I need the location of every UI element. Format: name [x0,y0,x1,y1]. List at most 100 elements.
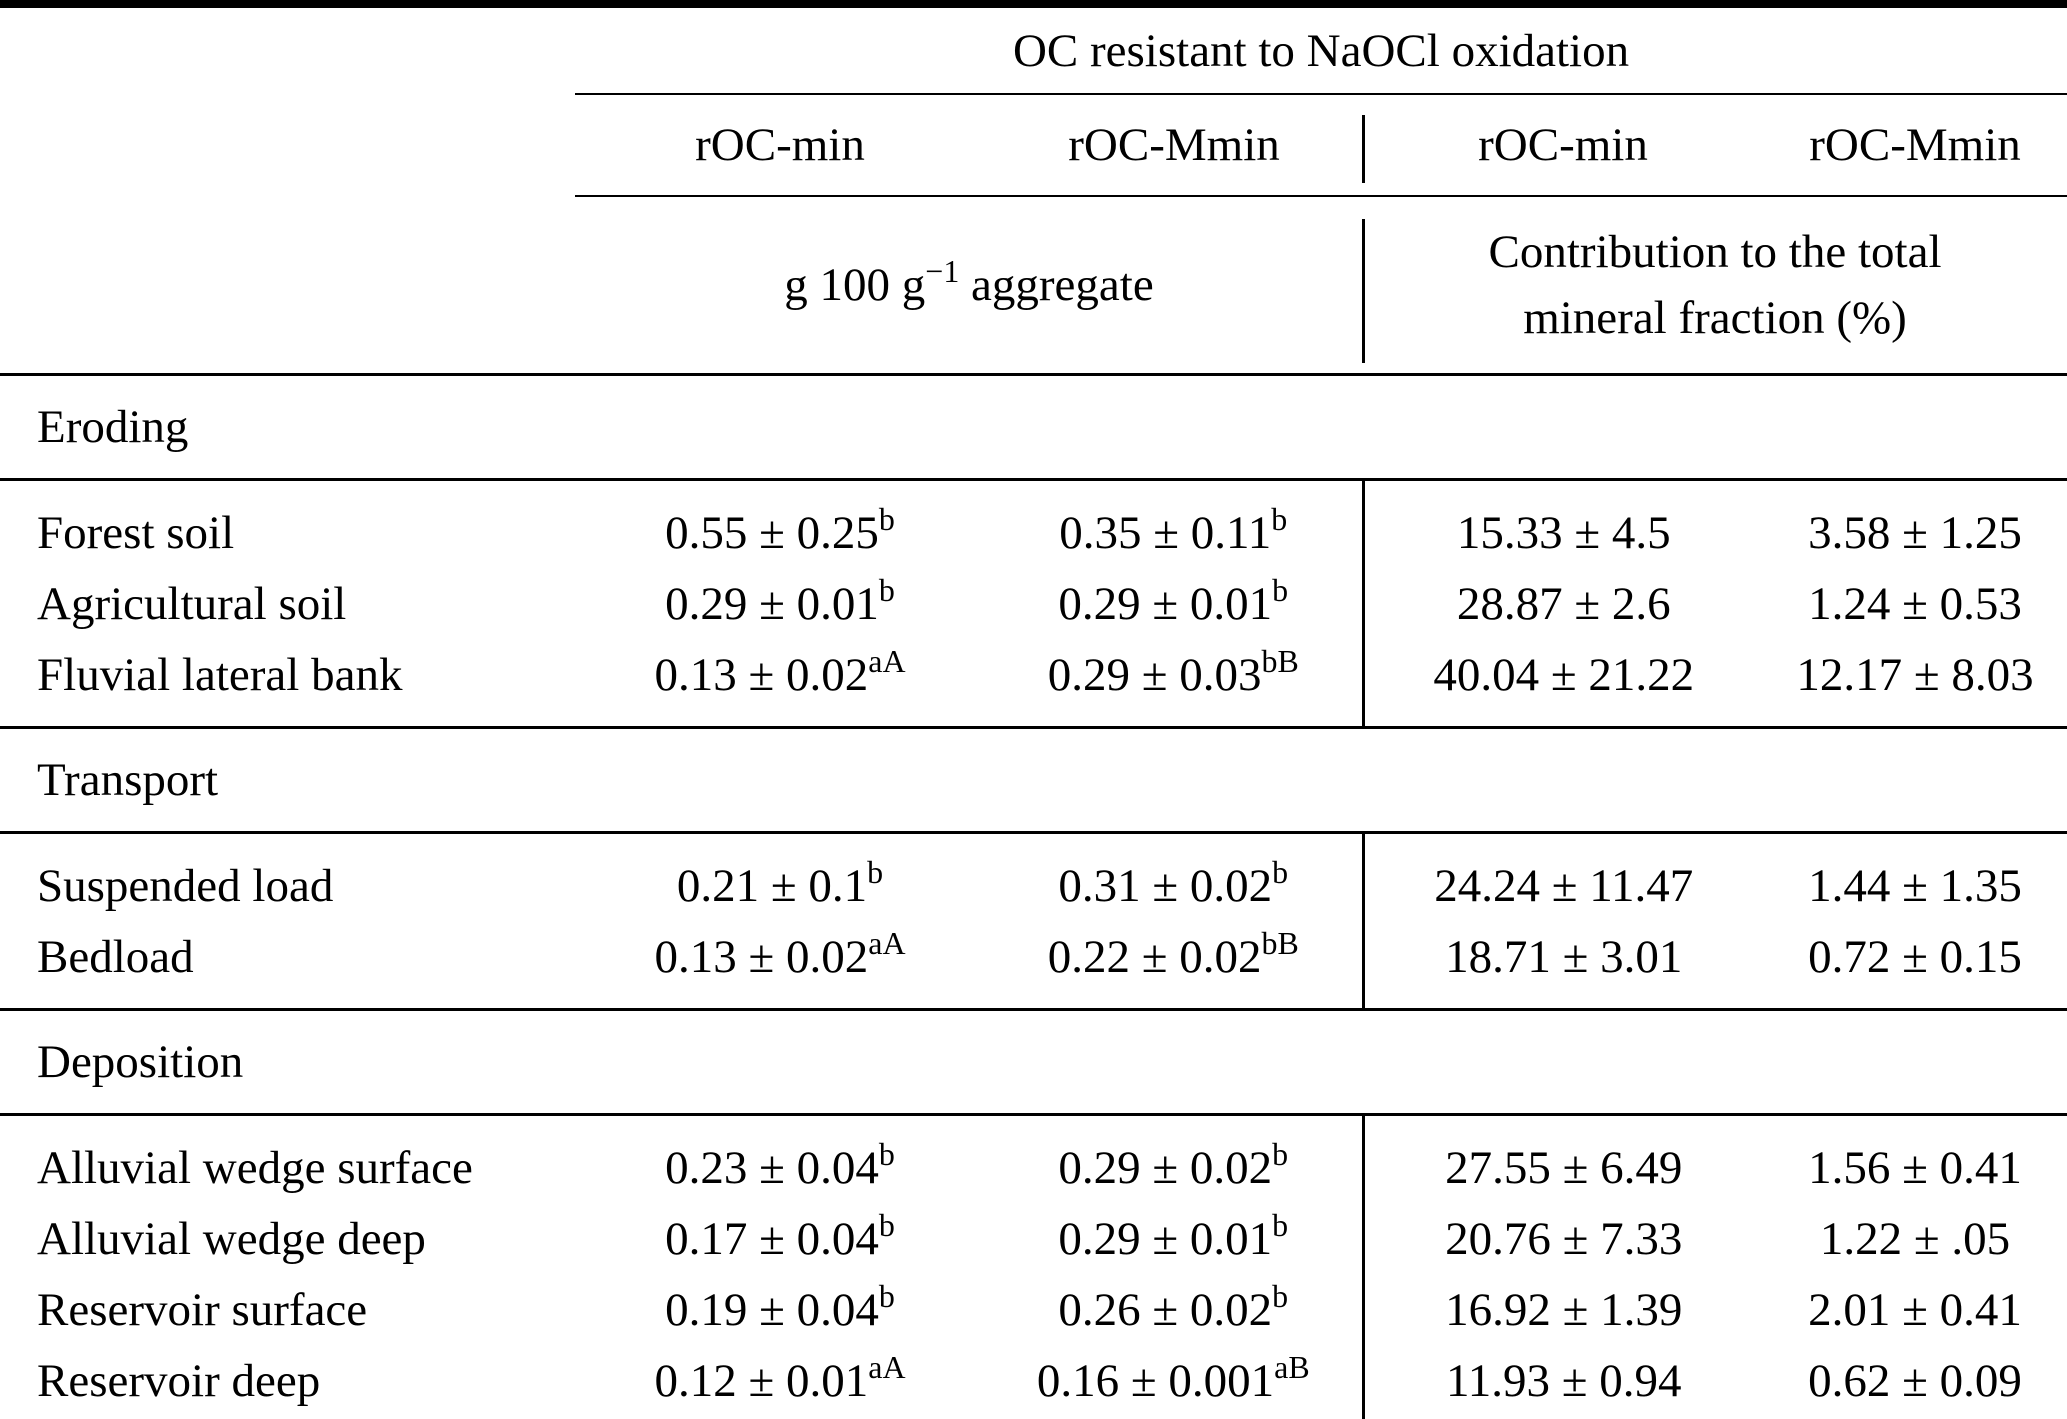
units-row: g 100 g−1 aggregate Contribution to the … [0,196,2067,376]
value-superscript: aA [868,1349,906,1385]
value-superscript: b [878,501,895,537]
value-cell: 40.04 ± 21.22 [1361,639,1763,729]
column-header-row: rOC-min rOC-Mmin rOC-min rOC-Mmin [0,94,2067,197]
value-cell: 0.62 ± 0.09 [1808,1354,2022,1407]
value-cell: 27.55 ± 6.49 [1361,1114,1763,1203]
value-cell: 0.31 ± 0.02b [985,833,1363,922]
value-cell: 3.58 ± 1.25 [1808,506,2022,559]
value-superscript: b [878,1207,895,1243]
col-header-roc-mmin-pct: rOC-Mmin [1763,94,2067,197]
value-cell: 1.22 ± .05 [1819,1212,2011,1265]
top-header-row: OC resistant to NaOCl oxidation [0,4,2067,95]
value-cell: 0.29 ± 0.01b [575,568,985,639]
unit-aggregate-suffix: aggregate [959,259,1154,311]
unit-contribution-line1: Contribution to the total [1488,226,1942,278]
value-superscript: b [1271,501,1288,537]
value-text: 0.23 ± 0.04 [665,1141,879,1194]
value-cell: 0.55 ± 0.25b [575,480,985,569]
value-cell: 0.21 ± 0.1b [575,833,985,922]
value-cell: 16.92 ± 1.39 [1361,1274,1763,1345]
value-cell: 28.87 ± 2.6 [1361,568,1763,639]
section-header-cell: Deposition [0,1009,2067,1116]
value-cell: 0.16 ± 0.001aB [985,1345,1363,1419]
row-label-cell: Forest soil [37,506,235,559]
value-cell: 1.56 ± 0.41 [1808,1141,2022,1194]
row-label-cell: Bedload [0,921,575,1011]
unit-aggregate-exponent: −1 [925,254,960,290]
row-label-cell: Fluvial lateral bank [0,639,575,729]
value-cell: 1.44 ± 1.35 [1808,859,2022,912]
value-text: 0.13 ± 0.02 [654,930,869,983]
value-superscript: b [1272,572,1289,608]
table-row-suspended-load: Suspended load 0.21 ± 0.1b 0.31 ± 0.02b … [0,832,2067,922]
value-superscript: b [878,1278,895,1314]
value-superscript: b [878,572,895,608]
value-superscript: b [1272,1278,1289,1314]
section-header-cell: Transport [0,727,2067,834]
value-cell: 0.22 ± 0.02bB [985,921,1363,1011]
value-cell: 18.71 ± 3.01 [1361,921,1763,1011]
section-row-transport: Transport [0,727,2067,834]
value-text: 0.29 ± 0.03 [1047,648,1262,701]
value-superscript: bB [1261,643,1299,679]
value-cell: 20.76 ± 7.33 [1361,1203,1763,1274]
value-cell: 0.72 ± 0.15 [1763,921,2067,1011]
value-cell: 0.13 ± 0.02aA [575,921,985,1011]
value-superscript: aA [868,925,906,961]
row-label-cell: Reservoir deep [37,1354,321,1407]
table-row-bedload: Bedload 0.13 ± 0.02aA 0.22 ± 0.02bB 18.7… [0,921,2067,1011]
col-header-roc-min-pct: rOC-min [1362,94,1763,197]
unit-aggregate-text: g 100 g [784,259,926,311]
table-row-agricultural-soil: Agricultural soil 0.29 ± 0.01b 0.29 ± 0.… [0,568,2067,639]
value-cell: 24.24 ± 11.47 [1361,832,1763,921]
value-cell: 0.29 ± 0.03bB [985,639,1363,729]
section-header-cell: Eroding [0,374,2067,481]
value-superscript: b [867,854,884,890]
value-superscript: b [1272,1207,1289,1243]
value-cell: 11.93 ± 0.94 [1361,1345,1763,1419]
value-cell: 15.33 ± 4.5 [1361,479,1763,568]
unit-cell-contribution: Contribution to the total mineral fracti… [1361,196,2067,376]
row-label-cell: Suspended load [37,859,334,912]
value-text: 0.31 ± 0.02 [1058,859,1273,912]
unit-cell-aggregate: g 100 g−1 aggregate [575,196,1363,376]
value-text: 0.29 ± 0.01 [1058,1212,1273,1265]
spacer-cell [0,196,575,376]
value-text: 0.35 ± 0.11 [1059,506,1272,559]
value-cell: 1.24 ± 0.53 [1808,577,2022,630]
table-row-alluvial-wedge-deep: Alluvial wedge deep 0.17 ± 0.04b 0.29 ± … [0,1203,2067,1274]
value-text: 0.13 ± 0.02 [654,648,869,701]
value-text: 0.26 ± 0.02 [1058,1283,1273,1336]
value-text: 0.12 ± 0.01 [654,1354,869,1407]
row-label-cell: Alluvial wedge surface [37,1141,473,1194]
value-cell: 0.29 ± 0.01b [985,1203,1363,1274]
value-cell: 0.12 ± 0.01aA [575,1345,985,1419]
table-row-fluvial-lateral-bank: Fluvial lateral bank 0.13 ± 0.02aA 0.29 … [0,639,2067,729]
value-text: 0.16 ± 0.001 [1036,1354,1275,1407]
row-label-cell: Reservoir surface [37,1283,368,1336]
value-cell: 0.13 ± 0.02aA [575,639,985,729]
value-text: 0.19 ± 0.04 [665,1283,879,1336]
value-cell: 0.23 ± 0.04b [575,1115,985,1204]
spacer-cell [0,4,575,94]
value-cell: 2.01 ± 0.41 [1808,1283,2022,1336]
value-text: 0.17 ± 0.04 [665,1212,879,1265]
value-cell: 0.17 ± 0.04b [575,1203,985,1274]
table-row-forest-soil: Forest soil 0.55 ± 0.25b 0.35 ± 0.11b 15… [0,479,2067,569]
value-text: 0.29 ± 0.01 [665,577,879,630]
value-cell: 0.29 ± 0.02b [985,1115,1363,1204]
section-row-deposition: Deposition [0,1009,2067,1116]
row-label-cell: Agricultural soil [37,577,347,630]
value-text: 0.55 ± 0.25 [665,506,879,559]
section-row-eroding: Eroding [0,374,2067,481]
unit-contribution-line2: mineral fraction (%) [1523,292,1907,344]
value-text: 0.29 ± 0.02 [1058,1141,1273,1194]
spacer-cell [0,94,575,196]
row-label-cell: Alluvial wedge deep [37,1212,426,1265]
table-row-reservoir-deep: Reservoir deep 0.12 ± 0.01aA 0.16 ± 0.00… [0,1345,2067,1419]
top-header-cell: OC resistant to NaOCl oxidation [575,4,2067,95]
col-header-roc-mmin-agg: rOC-Mmin [985,94,1363,197]
value-cell: 0.29 ± 0.01b [985,568,1363,639]
